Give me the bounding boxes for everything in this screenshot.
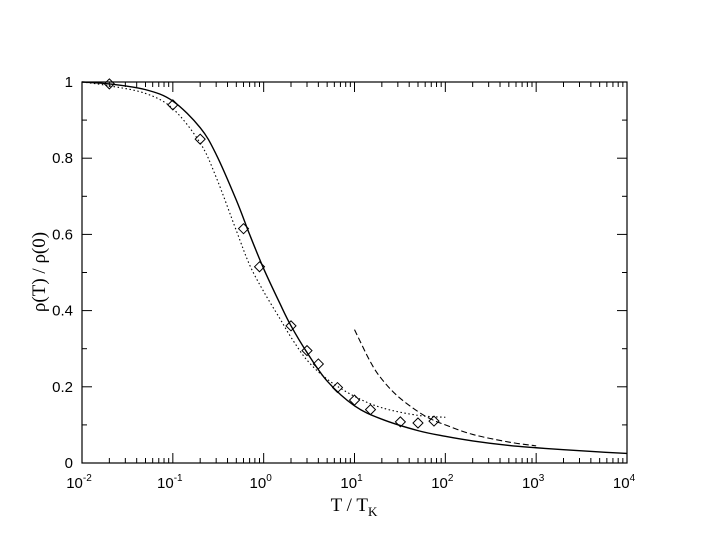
data-point-diamond	[253, 261, 266, 273]
x-tick-label: 104	[613, 473, 636, 492]
y-axis-title: ρ(T) / ρ(0)	[29, 232, 50, 312]
series-solid-line	[81, 81, 628, 455]
x-tick-base: 10	[431, 475, 448, 492]
y-tick-label: 0.6	[52, 226, 73, 243]
x-tick-exponent: 2	[448, 473, 454, 484]
x-tick-base: 10	[66, 475, 83, 492]
data-point-diamond	[428, 415, 440, 427]
x-tick-base: 10	[522, 475, 539, 492]
data-point-diamond	[331, 381, 344, 394]
series-lines	[81, 81, 628, 455]
data-point-diamond	[103, 78, 116, 90]
x-tick-exponent: -2	[83, 473, 92, 484]
x-tick-label: 103	[522, 473, 545, 492]
data-point-diamond	[285, 320, 297, 332]
x-tick-label: 101	[340, 473, 363, 492]
x-axis-title-main: T / T	[331, 495, 369, 516]
x-tick-base: 10	[250, 475, 267, 492]
x-tick-base: 10	[157, 475, 174, 492]
x-tick-exponent: 3	[539, 473, 545, 484]
x-tick-base: 10	[340, 475, 357, 492]
data-point-diamond	[312, 358, 325, 370]
y-tick-label: 1	[65, 74, 73, 91]
x-tick-exponent: -1	[174, 473, 183, 484]
y-tick-label: 0.2	[52, 379, 73, 396]
y-tick-labels: 0 0.2 0.4 0.6 0.8 1	[52, 74, 73, 472]
data-point-diamond	[194, 133, 206, 145]
data-point-diamond	[301, 344, 313, 357]
x-tick-exponent: 1	[357, 473, 363, 484]
minor-ticks	[82, 82, 627, 463]
data-point-diamond	[167, 99, 179, 111]
y-tick-label: 0	[65, 455, 73, 472]
x-tick-label: 102	[431, 473, 454, 492]
series-dotted-line	[81, 81, 446, 418]
x-axis-title: T / TK	[331, 495, 378, 519]
x-tick-label: 10-2	[66, 473, 92, 492]
data-point-diamond	[348, 394, 361, 406]
data-point-diamond	[394, 416, 407, 428]
x-axis-title-sub: K	[368, 504, 378, 519]
data-markers	[103, 78, 440, 429]
x-tick-label: 100	[250, 473, 273, 492]
data-point-diamond	[364, 403, 377, 416]
y-tick-label: 0.8	[52, 150, 73, 167]
series-dashed-line	[354, 329, 537, 447]
x-tick-label: 10-1	[157, 473, 183, 492]
x-tick-labels: 10-2 10-1 100 101 102 103 104	[66, 473, 635, 492]
x-tick-base: 10	[613, 475, 630, 492]
data-point-diamond	[237, 222, 250, 235]
x-tick-exponent: 4	[630, 473, 636, 484]
y-tick-label: 0.4	[52, 303, 73, 320]
data-point-diamond	[412, 417, 424, 429]
x-tick-exponent: 0	[266, 473, 272, 484]
